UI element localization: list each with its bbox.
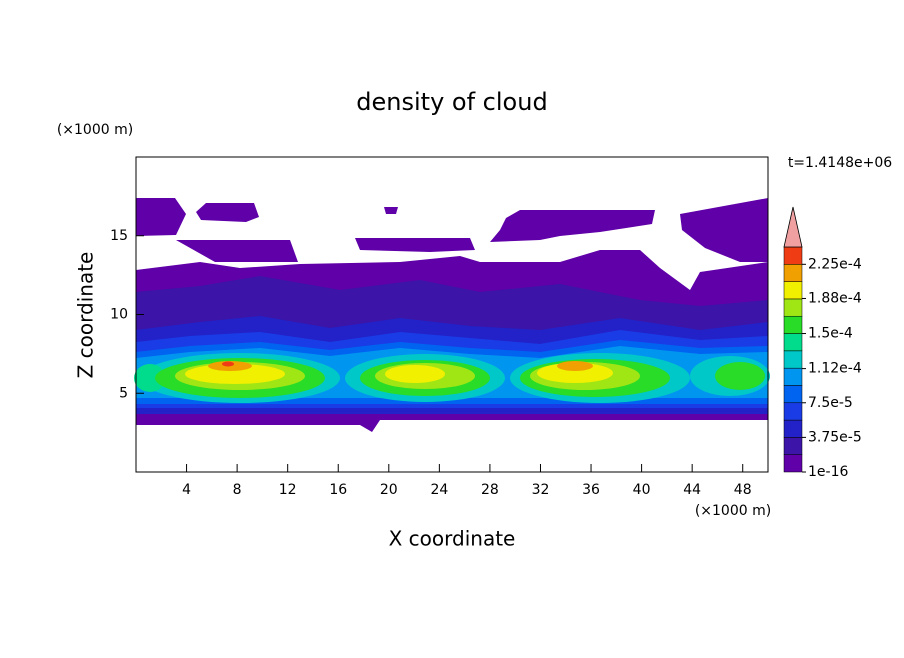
colorbar-box	[783, 333, 803, 352]
colorbar-box	[783, 419, 803, 438]
x-tick-label: 32	[532, 482, 550, 498]
x-tick-label: 28	[481, 482, 499, 498]
colorbar-tick-label: 1.5e-4	[808, 326, 853, 342]
x-tick-label: 4	[182, 482, 191, 498]
colorbar-tick-label: 2.25e-4	[808, 256, 862, 272]
x-axis-label: X coordinate	[389, 527, 516, 551]
colorbar-box	[783, 367, 803, 386]
colorbar-tick-label: 7.5e-5	[808, 395, 853, 411]
y-unit: (×1000 m)	[57, 122, 133, 138]
time-label: t=1.4148e+06	[788, 155, 892, 171]
chart-title: density of cloud	[356, 88, 547, 116]
colorbar-box	[783, 264, 803, 282]
x-tick-label: 16	[329, 482, 347, 498]
x-tick-label: 8	[233, 482, 242, 498]
y-tick-label: 10	[110, 307, 128, 323]
colorbar-box	[783, 315, 803, 334]
colorbar-box	[783, 437, 803, 455]
y-tick-label: 5	[119, 385, 128, 401]
colorbar-box	[783, 298, 803, 317]
colorbar-tick-label: 1.12e-4	[808, 361, 862, 377]
contour-field	[134, 198, 770, 432]
x-tick-label: 40	[633, 482, 651, 498]
colorbar-box	[783, 350, 803, 369]
colorbar-tick-label: 3.75e-5	[808, 429, 862, 445]
x-tick-label: 20	[380, 482, 398, 498]
y-axis-label: Z coordinate	[74, 252, 98, 379]
colorbar-extend	[783, 206, 803, 248]
colorbar-box	[783, 454, 803, 473]
x-tick-label: 36	[582, 482, 600, 498]
colorbar-tick-label: 1e-16	[808, 464, 848, 480]
x-tick-label: 24	[430, 482, 448, 498]
x-tick-label: 48	[734, 482, 752, 498]
y-tick-label: 15	[110, 228, 128, 244]
x-tick-label: 12	[279, 482, 297, 498]
x-unit: (×1000 m)	[695, 503, 771, 519]
colorbar-box	[783, 246, 803, 265]
colorbar-box	[783, 402, 803, 421]
x-tick-label: 44	[683, 482, 701, 498]
colorbar-box	[783, 281, 803, 300]
colorbar-tick-label: 1.88e-4	[808, 290, 862, 306]
colorbar-box	[783, 385, 803, 404]
